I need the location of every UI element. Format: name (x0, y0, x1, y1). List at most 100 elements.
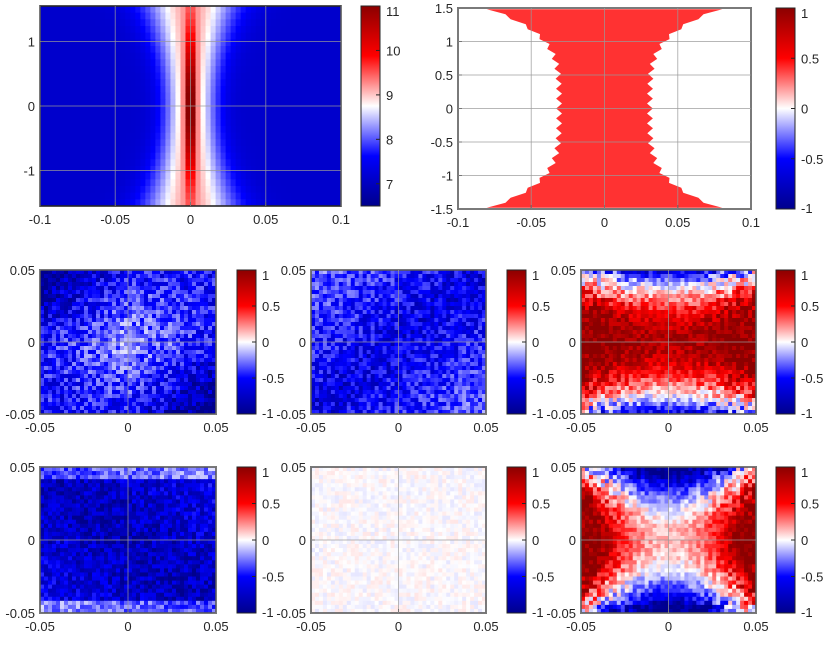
colorbar-tick-label: 0.5 (262, 497, 280, 512)
colorbar-tick-label: -1 (532, 406, 544, 421)
y-tick-label: -0.05 (5, 606, 35, 621)
y-tick-label: -0.05 (276, 606, 306, 621)
y-tick-label: -0.05 (276, 407, 306, 422)
x-tick-label: 0.1 (332, 212, 350, 227)
colorbar-tick-label: -1 (262, 605, 274, 620)
x-tick-label: -0.05 (516, 215, 546, 230)
heatmap-image-p7 (311, 467, 486, 613)
panel-p4: -0.05 0 0.05 0.05 0 -0.05 1 0.5 0 -0.5 -1 (276, 263, 554, 435)
heatmap-image-p3 (40, 270, 216, 414)
x-tick-label: -0.05 (25, 619, 55, 634)
y-tick-label: 0 (569, 533, 576, 548)
colorbar-tick-label: -0.5 (262, 371, 284, 386)
x-tick-label: -0.05 (100, 212, 130, 227)
colorbar-tick-label: 0 (262, 335, 269, 350)
colorbar-tick-label: 0 (262, 533, 269, 548)
y-tick-label: 0.05 (551, 263, 576, 278)
colorbar-tick-label: 0.5 (262, 299, 280, 314)
colorbar-tick-label: 0.5 (801, 299, 819, 314)
y-tick-label: -0.05 (5, 407, 35, 422)
colorbar-tick-label: -1 (801, 406, 813, 421)
y-tick-label: 0.05 (281, 263, 306, 278)
y-tick-label: 1 (446, 35, 453, 50)
colorbar-tick-label: 0.5 (532, 299, 550, 314)
panel-p6: -0.05 0 0.05 0.05 0 -0.05 1 0.5 0 -0.5 -1 (5, 460, 284, 634)
x-tick-label: 0 (601, 215, 608, 230)
colorbar-tick-label: 0 (801, 102, 808, 117)
x-tick-label: 0.05 (473, 420, 498, 435)
y-tick-label: 0.05 (10, 460, 35, 475)
colorbar-tick-label: -1 (262, 406, 274, 421)
y-tick-label: -1 (441, 169, 453, 184)
y-tick-label: -1.5 (431, 202, 453, 217)
colorbar-tick-label: -1 (801, 605, 813, 620)
x-tick-label: 0.05 (203, 420, 228, 435)
x-tick-label: 0 (187, 212, 194, 227)
y-tick-label: 0.05 (551, 460, 576, 475)
x-tick-label: -0.05 (25, 420, 55, 435)
y-tick-label: 0 (299, 533, 306, 548)
y-tick-label: 0.5 (435, 68, 453, 83)
y-tick-label: 0 (569, 335, 576, 350)
colorbar-tick-label: 0 (532, 533, 539, 548)
panel-p3: -0.05 0 0.05 0.05 0 -0.05 1 0.5 0 -0.5 -1 (5, 263, 284, 435)
x-tick-label: -0.05 (566, 420, 596, 435)
x-tick-label: 0 (395, 619, 402, 634)
colorbar (360, 5, 381, 207)
heatmap-image-p4 (311, 270, 486, 414)
colorbar-tick-label: 9 (386, 88, 393, 103)
x-tick-label: 0.05 (253, 212, 278, 227)
x-tick-label: -0.05 (296, 619, 326, 634)
colorbar-tick-label: 0 (532, 335, 539, 350)
heatmap-image-p8 (581, 467, 756, 613)
colorbar-tick-label: -0.5 (801, 570, 823, 585)
y-tick-label: 0.05 (281, 460, 306, 475)
colorbar-tick-label: 1 (532, 268, 539, 283)
colorbar-tick-label: 1 (801, 6, 808, 21)
colorbar-tick-label: -0.5 (532, 570, 554, 585)
colorbar-tick-label: -0.5 (262, 570, 284, 585)
y-tick-label: 0.05 (10, 263, 35, 278)
x-tick-label: 0 (124, 619, 131, 634)
colorbar-tick-label: 0.5 (532, 497, 550, 512)
colorbar-tick-label: 7 (386, 177, 393, 192)
colorbar-tick-label: 8 (386, 132, 393, 147)
colorbar-tick-label: 1 (262, 268, 269, 283)
x-tick-label: 0.05 (743, 619, 768, 634)
x-tick-label: 0.05 (665, 215, 690, 230)
x-tick-label: -0.1 (447, 215, 469, 230)
y-tick-label: 0 (299, 335, 306, 350)
colorbar-tick-label: 0.5 (801, 497, 819, 512)
y-tick-label: -0.05 (546, 606, 576, 621)
x-tick-label: -0.1 (29, 212, 51, 227)
x-tick-label: 0 (124, 420, 131, 435)
colorbar-tick-label: -1 (801, 201, 813, 216)
x-tick-label: 0 (395, 420, 402, 435)
y-tick-label: 0 (28, 99, 35, 114)
colorbar-tick-label: 0.5 (801, 51, 819, 66)
y-tick-label: 0 (28, 335, 35, 350)
panel-p8: -0.05 0 0.05 0.05 0 -0.05 1 0.5 0 -0.5 -1 (546, 460, 823, 634)
colorbar-tick-label: 1 (801, 268, 808, 283)
colorbar-tick-label: -0.5 (801, 371, 823, 386)
y-tick-label: 0 (446, 102, 453, 117)
x-tick-label: -0.05 (296, 420, 326, 435)
colorbar-tick-label: 1 (801, 465, 808, 480)
panel-p2: -0.1 -0.05 0 0.05 0.1 1.5 1 0.5 0 -0.5 -1 -1.5 1 0.5 0… (431, 1, 824, 230)
panel-p7: -0.05 0 0.05 0.05 0 -0.05 1 0.5 0 -0.5 -1 (276, 460, 554, 634)
heatmap-image-p5 (581, 270, 756, 414)
y-tick-label: -0.5 (431, 135, 453, 150)
colorbar-tick-label: -0.5 (801, 152, 823, 167)
y-tick-label: 1.5 (435, 1, 453, 16)
heatmap-image-p1 (40, 6, 341, 206)
y-tick-label: 0 (28, 533, 35, 548)
y-tick-label: -1 (23, 164, 35, 179)
colorbar-tick-label: 1 (262, 465, 269, 480)
panel-p5: -0.05 0 0.05 0.05 0 -0.05 1 0.5 0 -0.5 -1 (546, 263, 823, 435)
y-tick-label: 1 (28, 34, 35, 49)
colorbar-tick-label: -0.5 (532, 371, 554, 386)
x-tick-label: 0.1 (742, 215, 760, 230)
x-tick-label: -0.05 (566, 619, 596, 634)
